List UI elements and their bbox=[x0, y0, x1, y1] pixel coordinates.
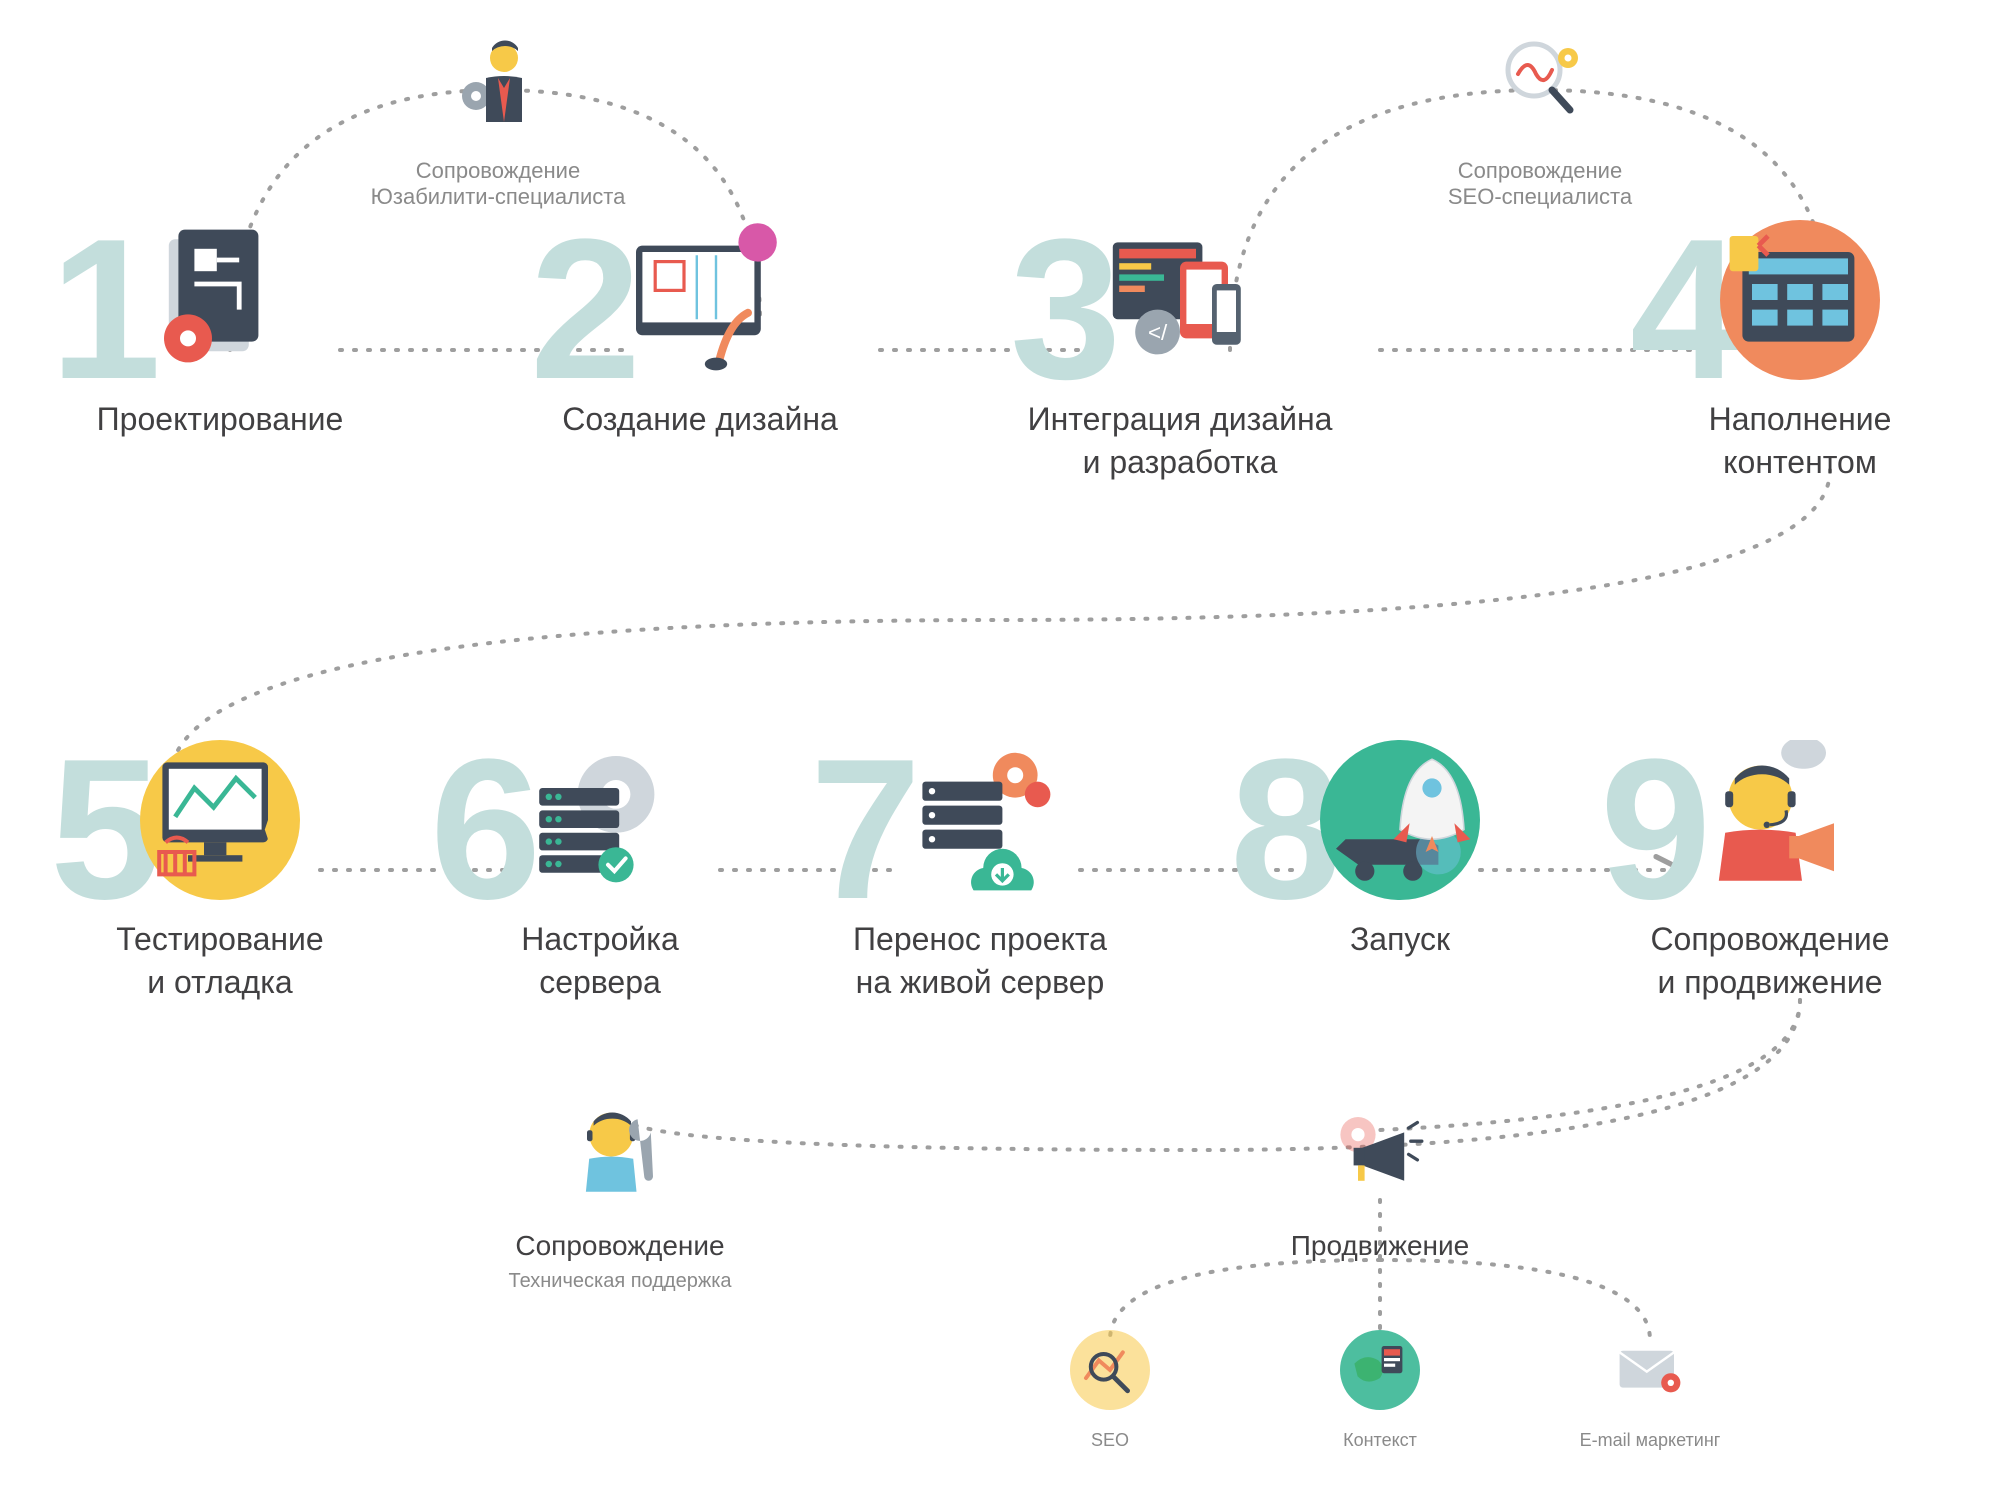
promo-child-label: SEO bbox=[990, 1430, 1230, 1451]
sub-promo-title: Продвижение bbox=[1220, 1230, 1540, 1262]
server-gear-icon bbox=[520, 740, 680, 900]
support-icon bbox=[1690, 740, 1850, 900]
launch-icon bbox=[1320, 740, 1480, 900]
globe-ads-icon bbox=[1340, 1330, 1420, 1410]
annotation-text: Сопровождение Юзабилити-специалиста bbox=[318, 158, 678, 210]
step-label: Интеграция дизайна и разработка bbox=[1020, 398, 1340, 484]
step-1: 1 Проектирование bbox=[60, 250, 380, 441]
person-gear-icon bbox=[448, 30, 548, 130]
connector bbox=[1380, 1000, 1800, 1130]
promo-child-label: E-mail маркетинг bbox=[1530, 1430, 1770, 1451]
design-doc-icon bbox=[140, 220, 300, 380]
support-wrench-icon bbox=[565, 1095, 675, 1205]
step-2: 2 Создание дизайна bbox=[540, 250, 860, 441]
step-3: 3 </Интеграция дизайна и разработка bbox=[1020, 250, 1340, 484]
mail-badge-icon bbox=[1610, 1330, 1690, 1410]
annotation-text: Сопровождение SEO-специалиста bbox=[1360, 158, 1720, 210]
step-6: 6 На bbox=[440, 770, 760, 1004]
deploy-cloud-icon bbox=[900, 740, 1060, 900]
connector bbox=[620, 1000, 1800, 1150]
seo-chart-icon bbox=[1070, 1330, 1150, 1410]
process-diagram: 1 Проектирование2 Создание дизайна3 bbox=[0, 0, 1999, 1500]
magnifier-gear-icon bbox=[1490, 30, 1590, 130]
step-label: Запуск bbox=[1240, 918, 1560, 961]
megaphone-gear-icon bbox=[1325, 1095, 1435, 1205]
devices-icon: </ bbox=[1100, 220, 1260, 380]
sub-subtitle: Техническая поддержка bbox=[440, 1270, 800, 1293]
connector bbox=[1380, 1260, 1650, 1340]
step-label: Перенос проекта на живой сервер bbox=[820, 918, 1140, 1004]
promo-child-label: Контекст bbox=[1260, 1430, 1500, 1451]
sub-support: Сопровождение Техническая поддержка bbox=[440, 1230, 800, 1293]
art-tablet-icon bbox=[620, 220, 780, 380]
step-5: 5 Тестирование и отладка bbox=[60, 770, 380, 1004]
content-grid-icon bbox=[1720, 220, 1880, 380]
connector bbox=[170, 470, 1830, 780]
step-label: Тестирование и отладка bbox=[60, 918, 380, 1004]
connector bbox=[1110, 1260, 1380, 1340]
step-8: 8 Запуск bbox=[1240, 770, 1560, 961]
step-7: 7 Перенос проекта на живой сервер bbox=[820, 770, 1140, 1004]
sub-title: Сопровождение bbox=[440, 1230, 800, 1262]
qa-monitor-icon bbox=[140, 740, 300, 900]
step-label: Наполнение контентом bbox=[1640, 398, 1960, 484]
step-label: Проектирование bbox=[60, 398, 380, 441]
step-label: Создание дизайна bbox=[540, 398, 860, 441]
step-9: 9 Сопровождение и продвижение bbox=[1610, 770, 1930, 1004]
step-4: 4 Наполнение контентом bbox=[1640, 250, 1960, 484]
svg-text:</: </ bbox=[1148, 320, 1168, 345]
step-label: Настройка сервера bbox=[440, 918, 760, 1004]
step-label: Сопровождение и продвижение bbox=[1610, 918, 1930, 1004]
